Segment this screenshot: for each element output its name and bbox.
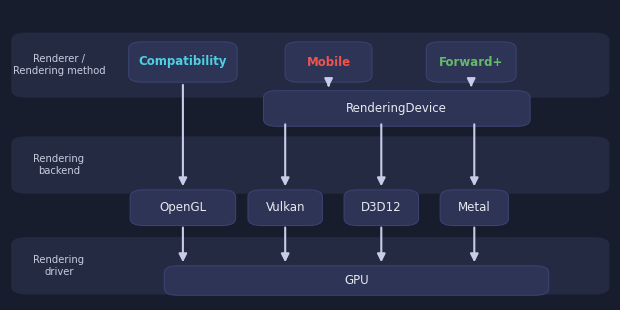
FancyBboxPatch shape <box>130 190 236 226</box>
Text: Vulkan: Vulkan <box>265 201 305 214</box>
Text: Renderer /
Rendering method: Renderer / Rendering method <box>12 54 105 76</box>
Text: Compatibility: Compatibility <box>139 55 227 69</box>
Text: Rendering
backend: Rendering backend <box>33 154 84 176</box>
Text: D3D12: D3D12 <box>361 201 402 214</box>
FancyBboxPatch shape <box>248 190 322 226</box>
FancyBboxPatch shape <box>11 33 609 98</box>
Text: Rendering
driver: Rendering driver <box>33 255 84 277</box>
FancyBboxPatch shape <box>129 42 237 82</box>
Text: Forward+: Forward+ <box>439 55 503 69</box>
FancyBboxPatch shape <box>427 42 516 82</box>
FancyBboxPatch shape <box>11 136 609 194</box>
Text: Metal: Metal <box>458 201 490 214</box>
FancyBboxPatch shape <box>285 42 372 82</box>
Text: OpenGL: OpenGL <box>159 201 206 214</box>
Text: Mobile: Mobile <box>306 55 351 69</box>
FancyBboxPatch shape <box>440 190 508 226</box>
FancyBboxPatch shape <box>11 237 609 294</box>
FancyBboxPatch shape <box>164 266 549 295</box>
FancyBboxPatch shape <box>264 91 530 126</box>
Text: RenderingDevice: RenderingDevice <box>347 102 447 115</box>
Text: GPU: GPU <box>344 274 369 287</box>
FancyBboxPatch shape <box>344 190 418 226</box>
